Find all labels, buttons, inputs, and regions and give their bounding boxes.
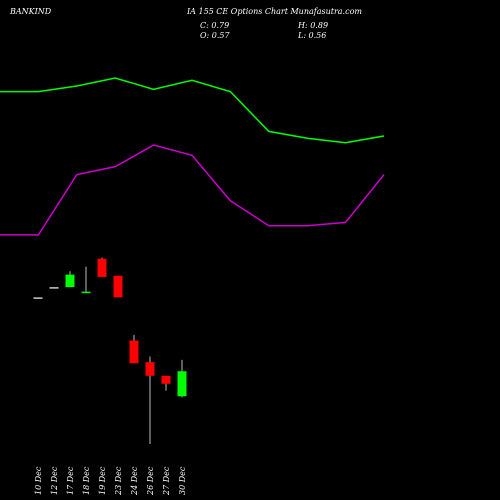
x-tick-label: 18 Dec bbox=[82, 466, 91, 495]
candle-body bbox=[97, 258, 107, 277]
candle-body bbox=[161, 375, 171, 384]
ohlc-label: C: 0.79 bbox=[200, 21, 229, 30]
x-tick-label: 12 Dec bbox=[50, 466, 59, 495]
x-tick-label: 26 Dec bbox=[146, 466, 155, 496]
candle-body bbox=[65, 274, 75, 288]
candle-body bbox=[33, 297, 43, 299]
x-tick-label: 17 Dec bbox=[66, 466, 75, 495]
indicator-line bbox=[0, 77, 385, 144]
indicator-line bbox=[0, 144, 385, 236]
chart-subtitle: IA 155 CE Options Chart Munafasutra.com bbox=[186, 7, 362, 16]
chart-title: BANKIND bbox=[9, 7, 52, 16]
candle-body bbox=[49, 287, 59, 289]
candle-body bbox=[113, 275, 123, 298]
x-tick-label: 19 Dec bbox=[98, 466, 107, 495]
x-tick-label: 10 Dec bbox=[34, 466, 43, 495]
candle-body bbox=[81, 291, 91, 294]
x-tick-label: 24 Dec bbox=[130, 466, 139, 496]
ohlc-label: O: 0.57 bbox=[200, 31, 231, 40]
ohlc-label: H: 0.89 bbox=[297, 21, 328, 30]
x-tick-label: 30 Dec bbox=[178, 466, 187, 495]
candle-body bbox=[145, 362, 155, 376]
x-tick-label: 27 Dec bbox=[162, 466, 171, 496]
x-tick-label: 23 Dec bbox=[114, 466, 123, 496]
ohlc-label: L: 0.56 bbox=[297, 31, 326, 40]
candle-body bbox=[129, 340, 139, 364]
candle-body bbox=[177, 371, 187, 397]
